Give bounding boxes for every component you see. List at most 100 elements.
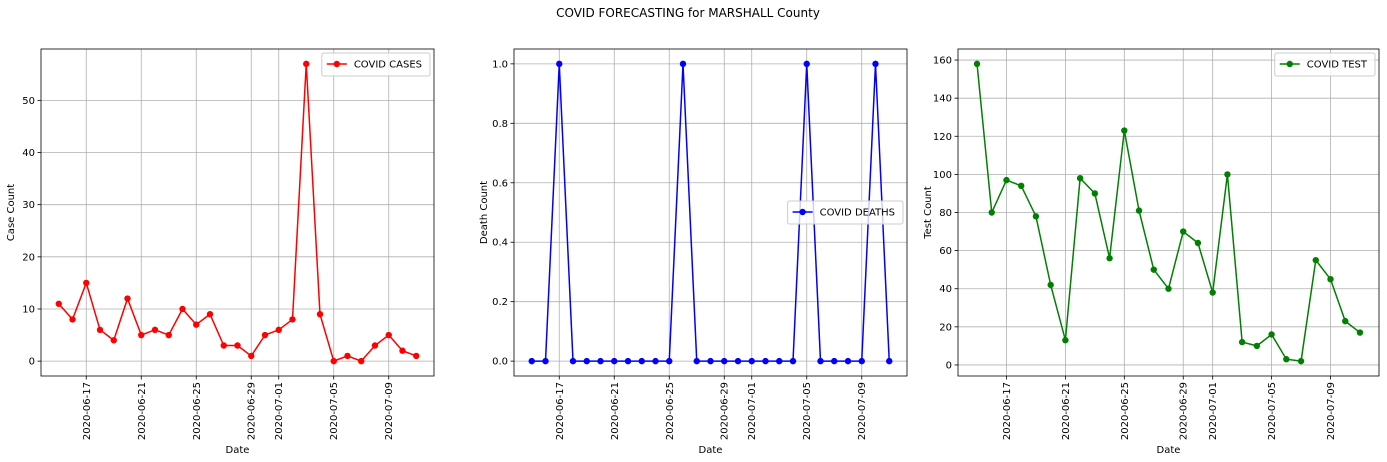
legend-frame (787, 200, 904, 225)
y-tick-label: 50 (22, 96, 35, 107)
y-tick-label: 20 (22, 252, 35, 263)
data-point (193, 321, 200, 328)
data-point (1224, 171, 1231, 178)
y-tick-label: 120 (933, 132, 952, 143)
data-point (1356, 329, 1364, 336)
legend-label: COVID DEATHS (820, 208, 895, 219)
data-point (693, 357, 700, 365)
data-point (1180, 228, 1187, 235)
x-tick-label: 2020-06-17 (1002, 382, 1013, 440)
data-point (1327, 275, 1334, 283)
legend: COVID DEATHS (787, 200, 904, 225)
y-tick-label: 0.4 (492, 238, 508, 249)
data-point (1238, 338, 1246, 346)
data-point (1209, 289, 1216, 296)
data-point (138, 331, 145, 339)
x-tick-label: 2020-06-21 (137, 382, 148, 440)
y-tick-label: 1.0 (492, 59, 508, 70)
data-point (1032, 213, 1040, 220)
data-point (1047, 281, 1054, 289)
data-point (206, 310, 214, 318)
x-tick-label: 2020-07-01 (747, 382, 758, 440)
data-point (734, 357, 742, 365)
x-axis-label: Date (1157, 445, 1181, 456)
data-point (1165, 285, 1172, 292)
x-tick-label: 2020-06-29 (1179, 382, 1190, 440)
y-tick-label: 0.2 (492, 297, 508, 308)
legend: COVID CASES (321, 52, 431, 77)
legend-marker (799, 208, 806, 216)
y-tick-label: 0.6 (492, 178, 508, 189)
data-point (385, 331, 392, 339)
data-point (151, 326, 159, 334)
data-point (124, 295, 131, 302)
data-point (1106, 255, 1113, 262)
x-tick-label: 2020-07-09 (384, 382, 395, 440)
x-axis-label: Date (226, 445, 250, 456)
y-tick-label: 40 (22, 148, 35, 159)
figure-title: COVID FORECASTING for MARSHALL County (556, 6, 820, 20)
data-point (303, 60, 310, 68)
data-point (248, 352, 255, 360)
data-point (638, 357, 645, 365)
data-point (707, 357, 714, 365)
data-point (872, 60, 879, 68)
plot-frame (513, 48, 908, 377)
data-point (316, 310, 324, 318)
data-point (1121, 127, 1128, 134)
y-tick-label: 60 (939, 246, 952, 257)
data-point (330, 357, 337, 365)
data-point (344, 352, 351, 360)
data-point (556, 60, 563, 68)
data-point (220, 342, 227, 349)
x-tick-label: 2020-07-05 (802, 382, 813, 440)
x-tick-label: 2020-07-05 (1267, 382, 1278, 440)
data-point (1268, 331, 1275, 338)
data-point (1253, 342, 1261, 350)
data-point (165, 331, 172, 339)
data-point (1150, 266, 1157, 273)
data-point (569, 357, 577, 365)
data-point (721, 357, 728, 365)
x-tick-label: 2020-06-29 (247, 382, 258, 440)
data-point (803, 60, 810, 68)
data-point (886, 357, 893, 365)
data-point (748, 357, 755, 365)
data-point (583, 357, 590, 365)
x-tick-label: 2020-06-21 (610, 382, 621, 440)
data-point (817, 357, 824, 365)
legend-label: COVID CASES (354, 60, 422, 71)
data-point (542, 357, 549, 365)
data-point (973, 60, 981, 68)
legend-label: COVID TEST (1307, 60, 1368, 71)
x-tick-label: 2020-06-17 (82, 382, 93, 440)
legend: COVID TEST (1274, 52, 1376, 77)
data-point (1076, 174, 1084, 182)
y-tick-label: 0.8 (492, 119, 508, 130)
data-point (1135, 207, 1143, 214)
y-tick-label: 20 (939, 322, 952, 333)
x-tick-label: 2020-07-05 (329, 382, 340, 440)
data-point (624, 357, 632, 365)
data-point (1091, 190, 1099, 197)
y-tick-label: 100 (933, 170, 952, 181)
data-point (1062, 336, 1069, 344)
data-point (234, 342, 241, 349)
y-axis-label: Case Count (6, 184, 17, 241)
data-point (179, 305, 186, 313)
y-tick-label: 0 (946, 360, 952, 371)
plot-frame (40, 48, 435, 377)
x-tick-label: 2020-07-01 (274, 382, 285, 440)
legend-marker (1286, 60, 1293, 68)
plot-frame (957, 48, 1380, 377)
data-point (762, 357, 769, 365)
data-point (55, 300, 62, 307)
data-point (1283, 356, 1290, 363)
legend-frame (321, 52, 431, 77)
y-tick-label: 0 (29, 357, 35, 368)
data-point (358, 357, 365, 365)
data-point (528, 357, 535, 365)
data-point (1003, 176, 1010, 184)
x-tick-label: 2020-06-21 (1061, 382, 1072, 440)
